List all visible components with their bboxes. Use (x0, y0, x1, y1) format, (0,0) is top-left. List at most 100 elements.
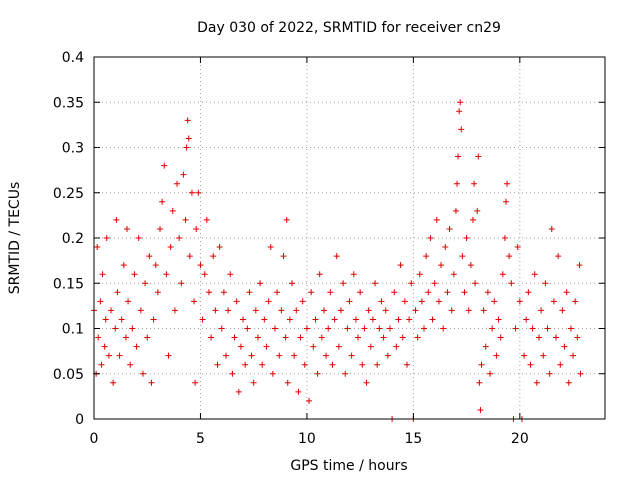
data-point (113, 216, 120, 223)
data-point (94, 244, 101, 251)
data-point (548, 225, 555, 232)
x-tick-label: 20 (511, 431, 529, 447)
data-point (271, 325, 278, 332)
data-point (384, 352, 391, 359)
data-point (220, 289, 227, 296)
data-point (386, 325, 393, 332)
data-point (320, 307, 327, 314)
y-tick-label: 0.3 (62, 141, 84, 157)
data-point (333, 253, 340, 260)
data-point (124, 225, 131, 232)
data-point (205, 289, 212, 296)
data-point (344, 325, 351, 332)
data-point (576, 262, 583, 269)
data-point (161, 162, 168, 169)
data-point (148, 379, 155, 386)
data-point (133, 343, 140, 350)
x-tick-label: 10 (298, 431, 316, 447)
data-point (482, 343, 489, 350)
data-point (182, 216, 189, 223)
data-point (291, 352, 298, 359)
data-point (467, 262, 474, 269)
data-point (201, 271, 208, 278)
x-tick-label: 5 (196, 431, 205, 447)
y-tick-label: 0.2 (62, 231, 84, 247)
data-point (550, 298, 557, 305)
data-point (382, 307, 389, 314)
data-point (476, 379, 483, 386)
data-point (553, 334, 560, 341)
data-point (502, 198, 509, 205)
data-point (301, 361, 308, 368)
y-tick-label: 0.25 (53, 186, 84, 202)
axis-ticks (93, 56, 605, 420)
data-point (504, 180, 511, 187)
data-point (535, 334, 542, 341)
data-point (263, 343, 270, 350)
data-point (223, 352, 230, 359)
data-point (95, 334, 102, 341)
data-point (433, 216, 440, 223)
data-point (489, 325, 496, 332)
data-point (197, 262, 204, 269)
data-point (361, 325, 368, 332)
data-point (310, 343, 317, 350)
data-point (431, 280, 438, 287)
data-point (210, 253, 217, 260)
data-point (112, 325, 119, 332)
data-point (454, 180, 461, 187)
data-point (369, 316, 376, 323)
data-point (555, 253, 562, 260)
data-point (231, 334, 238, 341)
data-point (257, 280, 264, 287)
data-point (527, 361, 534, 368)
data-point (425, 289, 432, 296)
data-point (418, 298, 425, 305)
data-point (531, 271, 538, 278)
data-point (499, 271, 506, 278)
data-point (212, 307, 219, 314)
data-point (127, 361, 134, 368)
y-tick-label: 0.15 (53, 276, 84, 292)
data-point (463, 235, 470, 241)
data-point (295, 388, 302, 395)
data-point (306, 397, 313, 404)
data-point (150, 316, 157, 323)
data-point (118, 316, 125, 323)
data-point (516, 298, 523, 305)
data-point (192, 379, 199, 386)
x-tick-label: 0 (90, 431, 99, 447)
data-point (157, 225, 164, 232)
data-point (393, 343, 400, 350)
data-point (235, 388, 242, 395)
data-point (465, 307, 472, 314)
data-point (408, 280, 415, 287)
data-point (495, 316, 502, 323)
data-point (574, 334, 581, 341)
data-point (331, 316, 338, 323)
data-point (144, 334, 151, 341)
data-point (122, 334, 129, 341)
data-point (208, 334, 215, 341)
data-point (493, 352, 500, 359)
data-point (367, 343, 374, 350)
data-point (167, 244, 174, 251)
data-point (289, 280, 296, 287)
data-point (557, 361, 564, 368)
data-point (261, 316, 268, 323)
data-point (195, 189, 202, 196)
data-point (567, 325, 574, 332)
y-tick-label: 0.1 (62, 322, 84, 338)
data-point (163, 271, 170, 278)
data-point (103, 235, 110, 241)
data-point (491, 298, 498, 305)
data-point (512, 325, 519, 332)
data-point (340, 280, 347, 287)
data-point (435, 298, 442, 305)
data-point (342, 370, 349, 377)
data-point (480, 307, 487, 314)
data-point (99, 271, 106, 278)
data-point (193, 225, 200, 232)
y-tick-label: 0.4 (62, 50, 84, 66)
